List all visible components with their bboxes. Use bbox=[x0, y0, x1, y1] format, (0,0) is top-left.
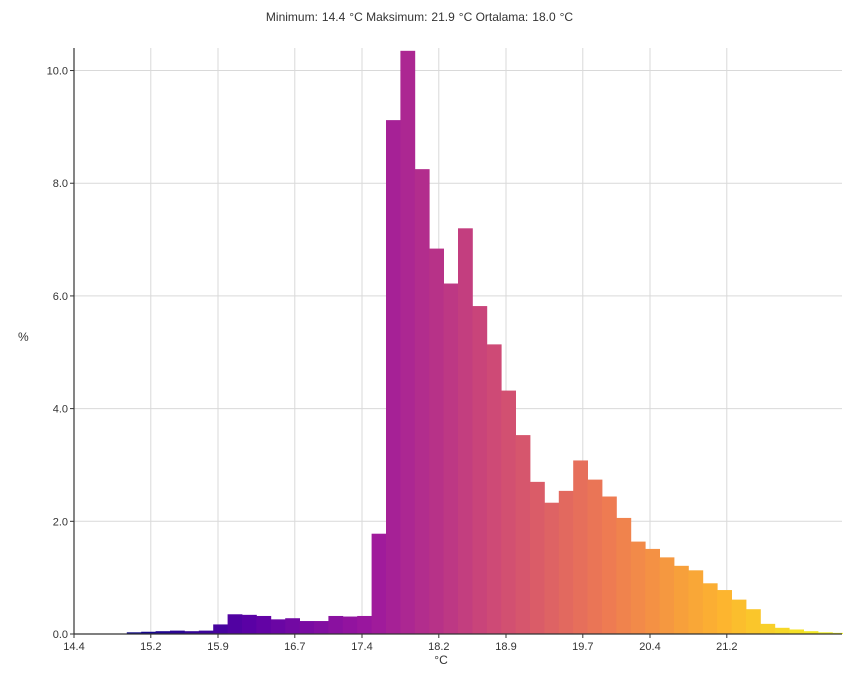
histogram-bar bbox=[414, 169, 430, 634]
histogram-bar bbox=[126, 632, 142, 634]
histogram-bar bbox=[515, 435, 531, 634]
histogram-bar bbox=[342, 616, 358, 634]
min-value: 14.4 bbox=[321, 10, 346, 24]
x-tick-label: 20.4 bbox=[639, 641, 660, 653]
histogram-bar bbox=[170, 630, 185, 634]
histogram-bar bbox=[299, 621, 315, 634]
mean-unit: °C bbox=[559, 10, 574, 24]
histogram-bar bbox=[688, 570, 704, 634]
histogram-bar bbox=[630, 541, 646, 634]
histogram-bar bbox=[400, 50, 416, 634]
histogram-bar bbox=[285, 618, 300, 634]
histogram-bar bbox=[213, 624, 228, 634]
histogram-bar bbox=[184, 631, 200, 634]
histogram-bar bbox=[328, 615, 344, 634]
histogram-bar bbox=[760, 623, 776, 634]
x-tick-label: 15.2 bbox=[140, 641, 161, 653]
y-tick-label: 10.0 bbox=[47, 66, 68, 78]
histogram-bar bbox=[530, 481, 545, 634]
histogram-bar bbox=[198, 630, 214, 634]
histogram-bar bbox=[443, 283, 459, 634]
max-label: °C Maksimum: bbox=[349, 10, 428, 24]
histogram-bar bbox=[458, 228, 473, 635]
x-tick-label: 15.9 bbox=[207, 641, 228, 653]
histogram-bar bbox=[371, 533, 387, 634]
mean-value: 18.0 bbox=[532, 10, 556, 24]
tick-labels: 14.4 15.2 15.9 16.7 17.4 18.2 18.9 19.7 20.4 21.2… bbox=[47, 66, 738, 653]
y-tick-label: 4.0 bbox=[53, 404, 68, 416]
histogram-bar bbox=[501, 390, 516, 634]
histogram-bar bbox=[774, 627, 790, 634]
histogram-bar bbox=[256, 615, 272, 634]
bars bbox=[126, 50, 843, 635]
y-tick-label: 2.0 bbox=[53, 516, 68, 528]
y-tick-label: 8.0 bbox=[53, 178, 68, 190]
y-tick-label: 6.0 bbox=[53, 291, 68, 303]
histogram-bar bbox=[702, 583, 718, 634]
statistics-header: Minimum: 14.4 °C Maksimum: 21.9 °C Ortalama:… bbox=[0, 10, 843, 24]
histogram-bar bbox=[486, 344, 502, 634]
histogram-bar bbox=[314, 621, 329, 634]
x-tick-label: 16.7 bbox=[284, 641, 305, 653]
histogram-bar bbox=[227, 614, 243, 634]
histogram-bar bbox=[558, 490, 574, 634]
x-axis-label: °C bbox=[434, 653, 448, 667]
histogram-bar bbox=[544, 502, 560, 634]
histogram-bar bbox=[616, 517, 632, 634]
x-tick-label: 17.4 bbox=[351, 641, 372, 653]
mean-label: °C Ortalama: bbox=[458, 10, 529, 24]
histogram-bar bbox=[429, 248, 444, 635]
histogram-bar bbox=[818, 632, 833, 634]
x-tick-label: 18.9 bbox=[495, 641, 516, 653]
histogram-bar bbox=[270, 619, 286, 634]
x-tick-label: 14.4 bbox=[63, 641, 84, 653]
x-tick-label: 19.7 bbox=[572, 641, 593, 653]
y-tick-label: 0.0 bbox=[53, 629, 68, 641]
histogram-bar bbox=[731, 599, 747, 634]
axes bbox=[73, 48, 842, 635]
min-label: Minimum: bbox=[265, 10, 318, 24]
x-tick-label: 18.2 bbox=[428, 641, 449, 653]
histogram-bar bbox=[155, 631, 171, 634]
histogram-bar bbox=[573, 460, 588, 634]
histogram-bar bbox=[717, 590, 732, 634]
histogram-bar bbox=[746, 609, 761, 634]
y-axis-label: % bbox=[18, 330, 29, 344]
histogram-bar bbox=[242, 614, 257, 634]
histogram-bar bbox=[789, 629, 804, 634]
max-value: 21.9 bbox=[431, 10, 455, 24]
histogram-bar bbox=[803, 631, 819, 634]
histogram-bar bbox=[587, 479, 603, 634]
histogram-bar bbox=[357, 615, 372, 634]
x-tick-label: 21.2 bbox=[716, 641, 737, 653]
histogram-bar bbox=[659, 557, 675, 634]
histogram-bar bbox=[602, 496, 617, 634]
histogram-bar bbox=[645, 548, 660, 634]
histogram-bar bbox=[386, 120, 401, 635]
histogram-bar bbox=[472, 306, 488, 634]
histogram-bar bbox=[674, 565, 689, 634]
histogram-bar bbox=[141, 631, 156, 634]
